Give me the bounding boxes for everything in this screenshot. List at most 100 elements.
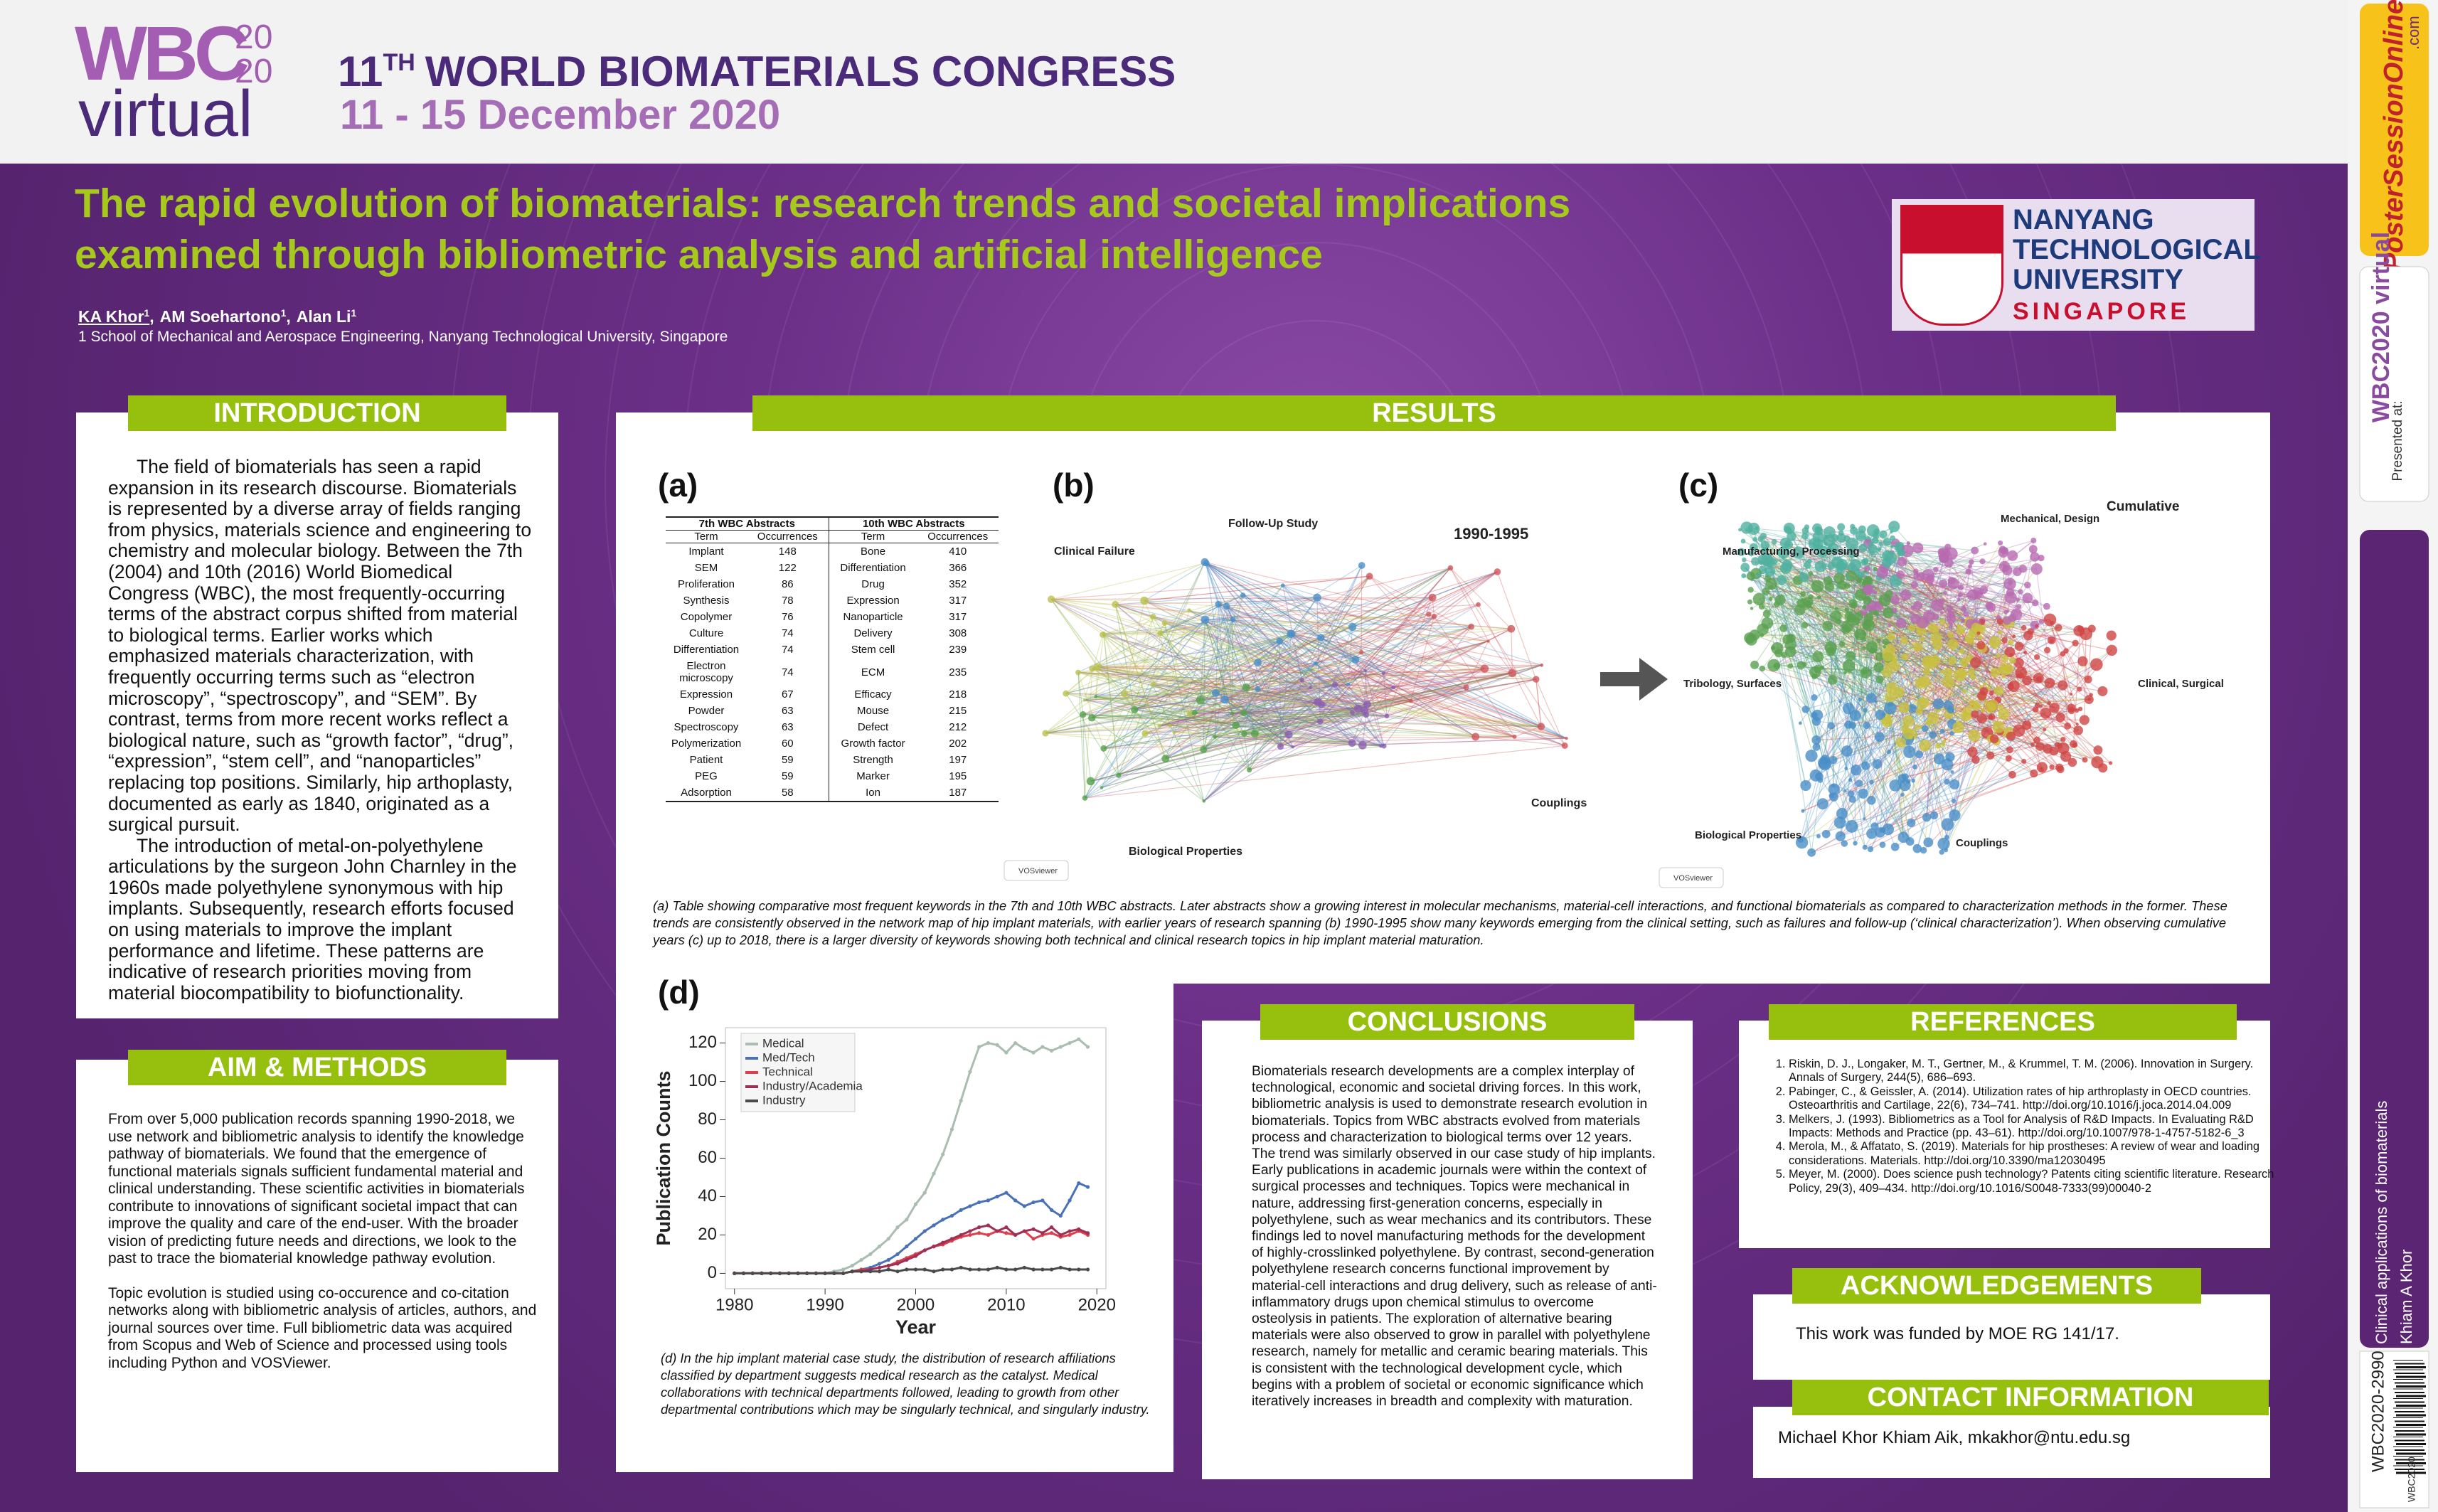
- table-cell: PEG: [695, 770, 718, 782]
- author-name: Alan Li: [296, 307, 351, 326]
- panel: Biomaterials research developments are a…: [1202, 1021, 1693, 1479]
- table-cell: 202: [949, 738, 967, 750]
- table-cell: 59: [781, 770, 794, 782]
- paragraph: The field of biomaterials has seen a rap…: [108, 456, 532, 836]
- table-cell: 63: [781, 721, 794, 733]
- logo-virtual: virtual: [78, 78, 253, 150]
- author-sup: 1: [351, 307, 357, 319]
- table-cell: 86: [781, 578, 794, 590]
- table-group: 7th WBC Abstracts: [698, 518, 795, 530]
- table-cell: Adsorption: [681, 787, 732, 799]
- section-heading: CONCLUSIONS: [1260, 1004, 1634, 1040]
- table-cell: Growth factor: [828, 735, 917, 752]
- edition: 11: [338, 48, 383, 95]
- table-cell: 187: [949, 787, 967, 799]
- ntu-crest: [1900, 205, 2003, 326]
- logo-wbc: WBC: [75, 10, 250, 96]
- table-row: SEM 122 Differentiation 366: [666, 560, 999, 576]
- table-column: Occurrences: [927, 531, 989, 543]
- section-heading: RESULTS: [752, 395, 2116, 431]
- paragraph: Topic evolution is studied using co-occu…: [108, 1284, 537, 1371]
- table-cell: Defect: [828, 719, 917, 735]
- table-cell: 148: [778, 545, 797, 558]
- results-caption: (a) Table showing comparative most frequ…: [653, 898, 2227, 947]
- panel-label: (a): [658, 467, 698, 504]
- panel-label: (d): [658, 974, 700, 1011]
- table-cell: 366: [949, 562, 967, 574]
- table-group-row: 7th WBC Abstracts 10th WBC Abstracts: [666, 517, 999, 531]
- table-row: Electron microscopy 74 ECM 235: [666, 658, 999, 686]
- poster-title: The rapid evolution of biomaterials: res…: [75, 181, 1571, 226]
- table-cell: 212: [949, 721, 967, 733]
- table-cell: Mouse: [828, 703, 917, 719]
- author: AM Soehartono1: [160, 307, 287, 326]
- poster-title: examined through bibliometric analysis a…: [75, 232, 1323, 277]
- table-cell: Bone: [828, 543, 917, 560]
- table-cell: ECM: [828, 658, 917, 686]
- logo-year: 20: [235, 18, 273, 56]
- table-row: Powder 63 Mouse 215: [666, 703, 999, 719]
- table-cell: 308: [949, 627, 967, 639]
- table-cell: Polymerization: [671, 738, 742, 750]
- contact-text: Michael Khor Khiam Aik, mkakhor@ntu.edu.…: [1778, 1428, 2131, 1447]
- table-column: Occurrences: [757, 531, 818, 543]
- table-cell: Culture: [688, 627, 724, 639]
- section-heading: ACKNOWLEDGEMENTS: [1792, 1268, 2201, 1304]
- table-cell: SEM: [694, 562, 718, 574]
- panel: Riskin, D. J., Longaker, M. T., Gertner,…: [1739, 1021, 2274, 1248]
- chart-caption: (d) In the hip implant material case stu…: [661, 1351, 1150, 1417]
- table-cell: 410: [949, 545, 967, 558]
- table-row: Implant 148 Bone 410: [666, 543, 999, 560]
- reference: Melkers, J. (1993). Bibliometrics as a T…: [1789, 1113, 2279, 1141]
- table-row: Spectroscopy 63 Defect 212: [666, 719, 999, 735]
- section-heading: INTRODUCTION: [128, 395, 506, 431]
- table-cell: Expression: [828, 592, 917, 609]
- introduction-text: The field of biomaterials has seen a rap…: [108, 456, 535, 1011]
- table-cell: 74: [781, 666, 794, 678]
- table-cell: Spectroscopy: [674, 721, 739, 733]
- table-cell: 78: [781, 595, 794, 607]
- reference: Pabinger, C., & Geissler, A. (2014). Uti…: [1789, 1085, 2279, 1113]
- ntu-name: UNIVERSITY: [2013, 264, 2184, 295]
- ntu-name: NANYANG: [2013, 204, 2154, 235]
- table-cell: Copolymer: [680, 611, 733, 623]
- table-cell: Stem cell: [828, 641, 917, 658]
- edition-suffix: TH: [383, 49, 415, 76]
- table-cell: Electron microscopy: [679, 660, 733, 684]
- table-cell: 60: [781, 738, 794, 750]
- ntu-country: SINGAPORE: [2013, 298, 2191, 325]
- reference: Merola, M., & Affatato, S. (2019). Mater…: [1789, 1140, 2279, 1168]
- table-cell: 74: [781, 644, 794, 656]
- author: KA Khor1: [78, 307, 149, 326]
- table-row: Adsorption 58 Ion 187: [666, 784, 999, 802]
- table-row: Polymerization 60 Growth factor 202: [666, 735, 999, 752]
- table-cell: Differentiation: [673, 644, 740, 656]
- table-row: Synthesis 78 Expression 317: [666, 592, 999, 609]
- acknowledgements-text: This work was funded by MOE RG 141/17.: [1796, 1324, 2119, 1343]
- table-cell: 218: [949, 688, 967, 701]
- table-cell: Patient: [689, 754, 723, 766]
- table-header-row: Term Occurrences Term Occurrences: [666, 530, 999, 543]
- panel-label: (c): [1678, 467, 1719, 504]
- affiliation: 1 School of Mechanical and Aerospace Eng…: [78, 329, 728, 345]
- table-cell: 59: [781, 754, 794, 766]
- table-cell: 317: [949, 595, 967, 607]
- table-row: Copolymer 76 Nanoparticle 317: [666, 609, 999, 625]
- table-cell: Delivery: [828, 625, 917, 641]
- table-cell: 122: [778, 562, 797, 574]
- table-cell: Implant: [688, 545, 724, 558]
- table-cell: Drug: [828, 576, 917, 592]
- author-sup: 1: [280, 307, 287, 319]
- table-cell: 67: [781, 688, 794, 701]
- table-cell: Ion: [828, 784, 917, 802]
- paragraph: From over 5,000 publication records span…: [108, 1111, 525, 1267]
- table-cell: 235: [949, 666, 967, 678]
- table-cell: Proliferation: [677, 578, 735, 590]
- table-row: Differentiation 74 Stem cell 239: [666, 641, 999, 658]
- panel-label: (b): [1053, 467, 1095, 504]
- table-cell: Powder: [688, 705, 725, 717]
- panel: Michael Khor Khiam Aik, mkakhor@ntu.edu.…: [1753, 1407, 2270, 1478]
- table-row: Culture 74 Delivery 308: [666, 625, 999, 641]
- table-cell: Expression: [679, 688, 733, 701]
